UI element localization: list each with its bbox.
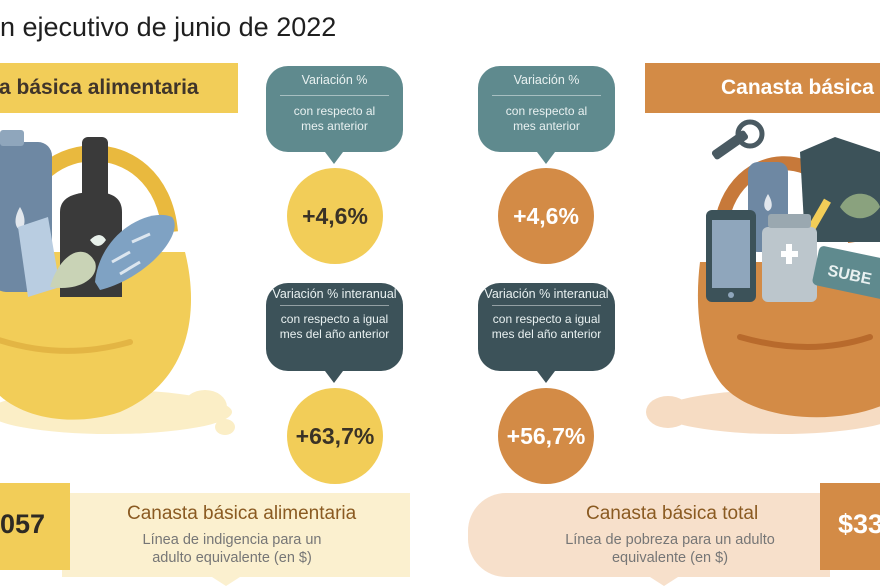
- value-box-right: [820, 483, 880, 570]
- keys-icon: [711, 119, 765, 160]
- value-circle-monthly-right: +4,6%: [498, 168, 594, 264]
- value-circle-annual-left: +63,7%: [287, 388, 383, 484]
- plant-icon: [840, 193, 880, 219]
- bubble-title: Variación %: [301, 73, 368, 87]
- bubble-monthly-left: Variación % con respecto al mes anterior: [266, 66, 403, 164]
- value-circle-annual-right: +56,7%: [498, 388, 594, 484]
- bubble-annual-right: Variación % interanual con respecto a ig…: [478, 283, 615, 383]
- bubble-title: Variación % interanual: [272, 287, 397, 301]
- bubble-subtitle: con respecto al mes anterior: [293, 104, 376, 133]
- food-basket-illustration: [0, 130, 235, 435]
- bubble-subtitle: con respecto a igual mes del año anterio…: [279, 312, 390, 341]
- divider: [280, 95, 389, 96]
- milk-carton-icon: [18, 217, 60, 297]
- panel-title-right: Canasta básica total: [586, 503, 759, 524]
- divider: [280, 305, 389, 306]
- divider: [492, 95, 601, 96]
- total-basket-illustration: SUBE: [646, 119, 880, 434]
- divider: [492, 305, 601, 306]
- bubble-title: Variación %: [513, 73, 580, 87]
- bubble-title: Variación % interanual: [484, 287, 609, 301]
- smartphone-icon: [706, 210, 756, 302]
- panel-subtitle-right: Línea de pobreza para un adulto equivale…: [565, 532, 775, 566]
- panel-subtitle-left: Línea de indigencia para un adulto equiv…: [142, 532, 322, 566]
- value-canasta-total: $33: [838, 509, 880, 539]
- medicine-bottle-icon: [762, 214, 817, 302]
- panel-canasta-total: [468, 493, 830, 577]
- sube-card-icon: SUBE: [812, 246, 880, 299]
- page-title: n ejecutivo de junio de 2022: [0, 12, 337, 42]
- value-box-left: [0, 483, 70, 570]
- banner-canasta-total: Canasta básica to: [645, 63, 880, 113]
- bubble-annual-left: Variación % interanual con respecto a ig…: [266, 283, 403, 383]
- bubble-subtitle: con respecto a igual mes del año anterio…: [491, 312, 602, 341]
- bread-icon: [95, 214, 175, 290]
- value-canasta-alimentaria: 057: [0, 509, 46, 539]
- bubble-subtitle: con respecto al mes anterior: [505, 104, 588, 133]
- panel-title-left: Canasta básica alimentaria: [127, 503, 357, 524]
- panel-canasta-alimentaria: [62, 493, 410, 577]
- value-circle-monthly-left: +4,6%: [287, 168, 383, 264]
- bubble-monthly-right: Variación % con respecto al mes anterior: [478, 66, 615, 164]
- banner-canasta-alimentaria: ta básica alimentaria: [0, 63, 238, 113]
